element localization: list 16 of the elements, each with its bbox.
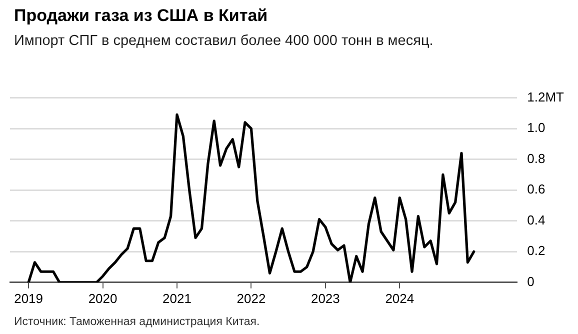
y-tick-label: 0.4 — [527, 212, 546, 228]
x-tick-label: 2020 — [88, 290, 118, 306]
x-tick-label: 2024 — [385, 290, 414, 306]
y-tick-label: 0.2 — [527, 243, 546, 258]
y-tick-label: 1.2MT — [527, 89, 564, 104]
x-tick-label: 2022 — [236, 290, 266, 306]
y-tick-label: 1.0 — [527, 120, 546, 136]
y-tick-label: 0 — [527, 274, 534, 289]
chart-title: Продажи газа из США в Китай — [14, 6, 268, 26]
x-tick-label: 2023 — [310, 290, 340, 306]
x-tick-label: 2019 — [14, 290, 44, 306]
text: Источник: Таможенная администрация Китая. — [14, 316, 260, 328]
x-tick-label: 2021 — [162, 290, 192, 306]
y-tick-label: 0.8 — [527, 150, 546, 166]
chart-subtitle: Импорт СПГ в среднем составил более 400 000 тонн в месяц. — [14, 33, 434, 49]
y-tick-label: 0.6 — [527, 182, 546, 197]
